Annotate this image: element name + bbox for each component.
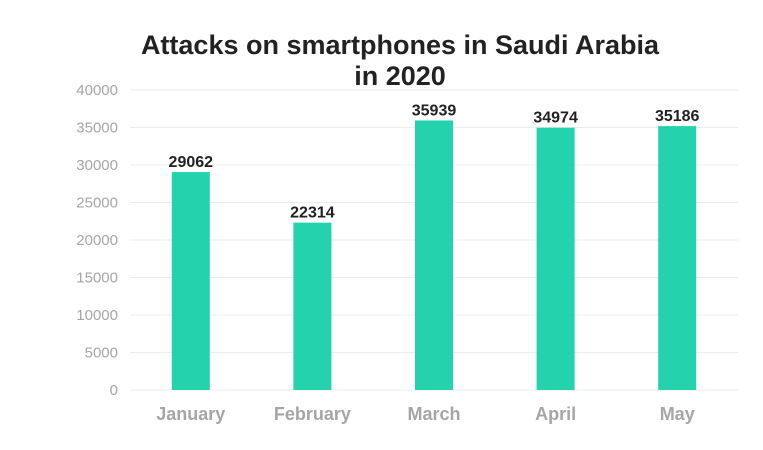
bar-may bbox=[658, 126, 697, 390]
data-label-april: 34974 bbox=[533, 110, 578, 127]
bar-april bbox=[536, 127, 575, 390]
y-tick-label: 25000 bbox=[76, 195, 118, 212]
data-label-march: 35939 bbox=[412, 102, 457, 119]
data-label-may: 35186 bbox=[655, 108, 700, 125]
y-tick-label: 35000 bbox=[76, 120, 118, 137]
x-tick-label-march: March bbox=[407, 404, 460, 424]
x-tick-label-may: May bbox=[660, 404, 695, 424]
y-tick-label: 10000 bbox=[76, 307, 118, 324]
y-tick-label: 15000 bbox=[76, 270, 118, 287]
data-label-february: 22314 bbox=[290, 205, 335, 222]
data-label-january: 29062 bbox=[169, 154, 214, 171]
x-tick-label-february: February bbox=[274, 404, 351, 424]
chart-title: Attacks on smartphones in Saudi Arabia i… bbox=[0, 30, 763, 92]
data-labels: 29062 22314 35939 34974 35186 bbox=[169, 102, 700, 221]
x-tick-label-january: January bbox=[156, 404, 225, 424]
bars bbox=[171, 120, 697, 391]
y-tick-label: 5000 bbox=[85, 345, 118, 362]
chart-title-line-1: Attacks on smartphones in Saudi Arabia bbox=[140, 30, 660, 60]
y-tick-label: 40000 bbox=[76, 82, 118, 99]
y-tick-label: 20000 bbox=[76, 232, 118, 249]
bar-march bbox=[415, 120, 453, 391]
y-tick-label: 30000 bbox=[76, 157, 118, 174]
x-tick-label-april: April bbox=[535, 404, 576, 424]
chart-title-line-2: in 2020 bbox=[354, 61, 446, 91]
y-tick-label: 0 bbox=[110, 382, 118, 399]
bar-february bbox=[293, 222, 332, 390]
bar-january bbox=[171, 172, 210, 390]
x-axis-labels: January February March April May bbox=[156, 404, 694, 424]
y-axis-ticks: 0 5000 10000 15000 20000 25000 30000 35000 40000 bbox=[76, 82, 118, 399]
